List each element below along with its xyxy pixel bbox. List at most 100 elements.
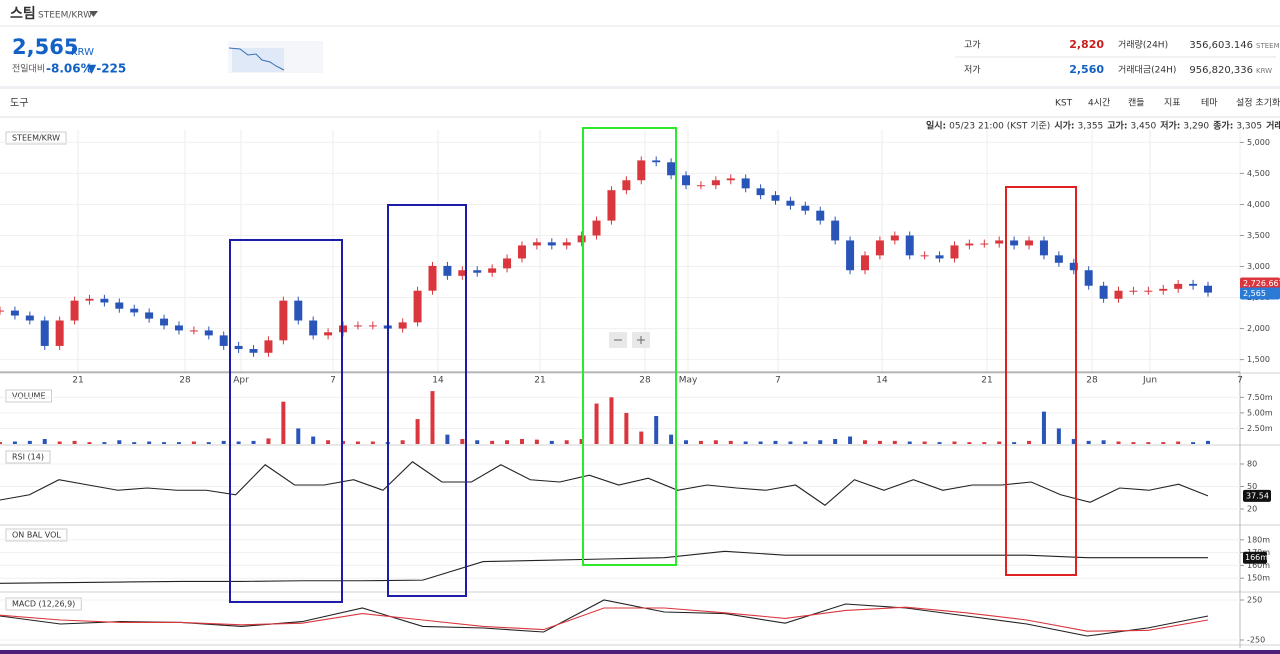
tool-menu[interactable]: 도구 [10, 98, 28, 109]
y-tick-label: 80 [1247, 460, 1257, 469]
y-tick-label: 150m [1247, 574, 1270, 583]
candle [234, 345, 243, 350]
volume-bar [311, 436, 316, 444]
info-value: 3,305 [1236, 122, 1262, 132]
volume-bar [42, 439, 47, 444]
candle [294, 300, 303, 321]
volume-bar [132, 442, 137, 444]
info-key: 종가: [1213, 120, 1233, 132]
volume-bar [713, 440, 718, 444]
volume-bar [1116, 441, 1121, 444]
indicator-line [0, 599, 1209, 637]
volume-bar [430, 391, 435, 444]
bottom-bar [0, 650, 1280, 654]
candle [860, 255, 869, 271]
toolbar-item[interactable]: 설정 초기화 [1236, 98, 1280, 109]
x-tick-label: 21 [981, 376, 992, 386]
candle [25, 315, 34, 321]
stat-value: 356,603.146 [1189, 40, 1253, 51]
candle [1099, 285, 1108, 299]
volume-bar [594, 403, 599, 444]
candle [965, 243, 974, 246]
volume-bar [176, 442, 181, 444]
volume-bar [728, 440, 733, 444]
annotation-box [1005, 186, 1077, 576]
candle [1084, 270, 1093, 286]
candle [547, 242, 556, 246]
volume-bar [117, 440, 122, 444]
candle [398, 322, 407, 329]
info-value: 3,450 [1130, 122, 1156, 132]
panel-label-box [5, 528, 68, 542]
candle [950, 245, 959, 259]
candle [905, 235, 914, 256]
volume-bar [519, 439, 524, 444]
toolbar-item[interactable]: 지표 [1164, 98, 1181, 109]
rsi-badge-label: 37.54 [1246, 491, 1269, 500]
panel-label: VOLUME [12, 392, 46, 401]
info-value: 3,290 [1183, 122, 1209, 132]
volume-bar [743, 441, 748, 444]
candle [786, 200, 795, 206]
candle [771, 195, 780, 201]
volume-bar [1206, 440, 1210, 444]
sparkline-area [232, 48, 284, 72]
annotation-box [582, 127, 677, 566]
candle [100, 298, 109, 303]
y-tick-label: 2,000 [1247, 324, 1270, 333]
last-price-label: 2,565 [1243, 289, 1266, 298]
info-key: 일시: [926, 120, 946, 132]
x-tick-label: 14 [876, 376, 888, 386]
y-tick-label: 20 [1247, 505, 1257, 514]
x-tick-label: May [679, 376, 698, 386]
obv-badge-label: 166m [1245, 553, 1268, 562]
volume-bar [654, 416, 659, 444]
volume-bar [684, 440, 689, 444]
volume-bar [355, 441, 360, 444]
candle [0, 310, 4, 312]
y-tick-label: 160m [1247, 561, 1270, 570]
volume-bar [534, 439, 539, 444]
panel-label: ON BAL VOL [12, 531, 61, 540]
volume-bar [1101, 440, 1106, 444]
toolbar-item[interactable]: 테마 [1201, 98, 1218, 109]
volume-bar [57, 441, 62, 444]
candle [562, 242, 571, 246]
annotation-box [387, 204, 467, 597]
y-tick-label: 7.50m [1247, 393, 1273, 402]
volume-bar [937, 442, 942, 444]
panel-label: MACD (12,26,9) [12, 600, 75, 609]
volume-bar [1012, 442, 1017, 444]
header-shadow [0, 86, 1280, 89]
toolbar-item[interactable]: KST [1055, 99, 1073, 109]
candle [1174, 283, 1183, 289]
x-tick-label: 21 [534, 376, 545, 386]
obv-badge [1243, 551, 1267, 564]
candle [1159, 288, 1168, 291]
candle [592, 220, 601, 236]
info-key: 거래량: [1266, 120, 1280, 132]
pair[interactable]: STEEM/KRW [38, 11, 92, 21]
y-tick-label: 1,500 [1247, 355, 1270, 364]
stat-value: 2,560 [1069, 63, 1104, 76]
panel-label-box [5, 131, 67, 145]
indicator-line [0, 606, 1209, 632]
toolbar-item[interactable]: 4시간 [1088, 98, 1110, 109]
volume-bar [773, 440, 778, 444]
x-tick-label: 28 [179, 376, 191, 386]
volume-bar [982, 442, 987, 444]
volume-bar [505, 440, 510, 444]
volume-bar [833, 439, 838, 444]
volume-bar [862, 440, 867, 444]
y-tick-label: 2.50m [1247, 424, 1273, 433]
candle [204, 330, 213, 336]
dropdown[interactable] [89, 11, 98, 17]
toolbar-item[interactable]: 캔들 [1128, 98, 1145, 109]
volume-bar [758, 441, 763, 444]
panel-label: RSI (14) [12, 453, 44, 462]
candle [458, 270, 467, 276]
volume-bar [1146, 442, 1151, 444]
y-tick-label: 3,000 [1247, 262, 1270, 271]
y-tick-label: 250 [1247, 596, 1262, 605]
rsi-badge [1243, 489, 1271, 502]
